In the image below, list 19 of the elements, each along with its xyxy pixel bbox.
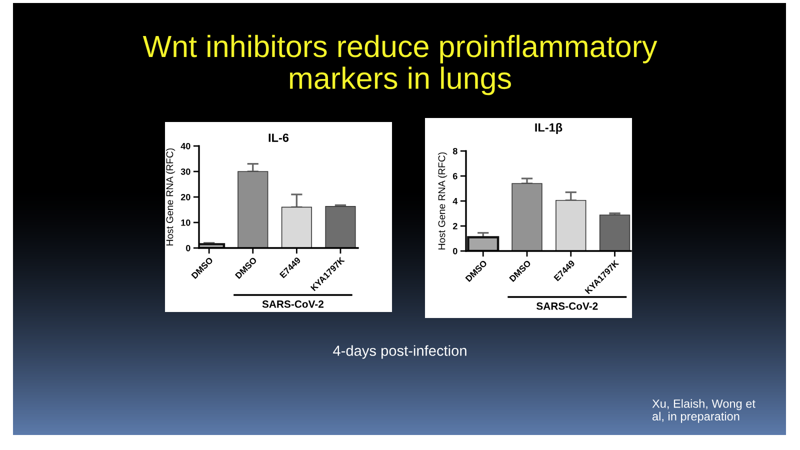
- text: SARS-CoV-2: [536, 302, 598, 310]
- y-tick-label: 6: [452, 172, 458, 180]
- text: 4-days post-infection: [333, 345, 466, 359]
- y-axis-title: Host Gene RNA (RFC): [166, 148, 176, 246]
- y-tick-label: 0: [186, 244, 190, 252]
- y-axis-title: Host Gene RNA (RFC): [438, 152, 448, 250]
- y-tick-label: 0: [453, 248, 458, 254]
- chart-title: IL-6: [268, 134, 289, 142]
- text: Xu, Elaish, Wong et al, in preparation: [652, 399, 756, 423]
- y-tick-label: 8: [452, 148, 458, 154]
- y-tick-label: 20: [180, 194, 190, 200]
- chart-title: IL-1β: [535, 123, 562, 134]
- y-tick-label: 4: [452, 198, 458, 204]
- y-tick-label: 30: [180, 168, 190, 175]
- text: SARS-CoV-2: [262, 300, 324, 308]
- y-tick-label: 40: [180, 142, 190, 150]
- text: Wnt inhibitors reduce proinflammatory markers in lungs: [142, 34, 658, 96]
- y-tick-label: 10: [181, 219, 190, 226]
- y-tick-label: 2: [452, 222, 458, 230]
